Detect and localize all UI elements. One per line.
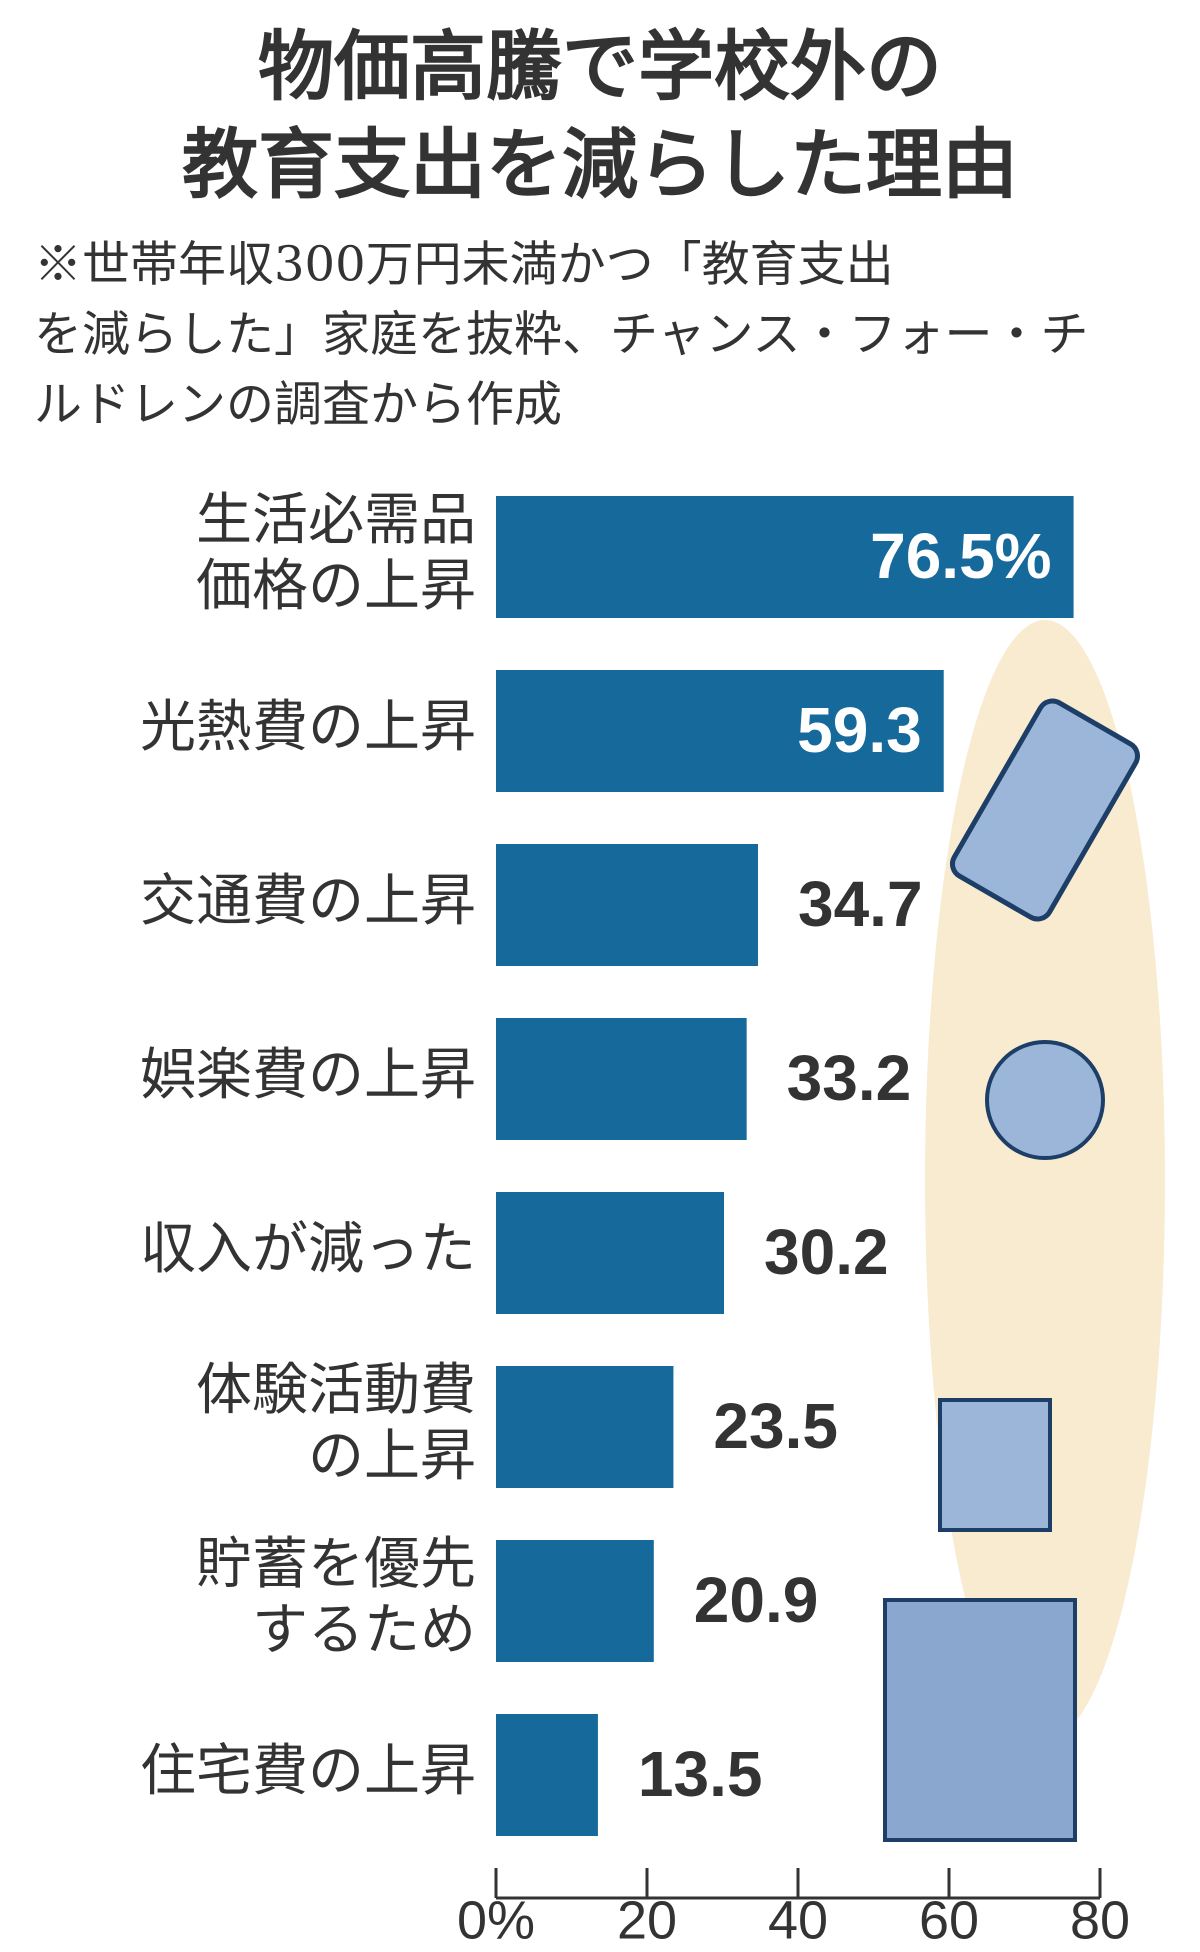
bar xyxy=(496,1714,598,1836)
x-tick-label: 60 xyxy=(919,1890,979,1950)
x-tick-label: 40 xyxy=(768,1890,828,1950)
x-tick-label: 0% xyxy=(457,1890,535,1950)
x-tick-label: 20 xyxy=(617,1890,677,1950)
bar xyxy=(496,1192,725,1314)
phone-icon xyxy=(949,698,1141,922)
category-label: 貯蓄を優先 xyxy=(196,1532,476,1597)
bar xyxy=(496,496,1074,618)
category-label: 収入が減った xyxy=(140,1217,476,1282)
bar xyxy=(496,1540,654,1662)
value-label: 30.2 xyxy=(764,1216,889,1288)
chart-title: 物価高騰で学校外の xyxy=(258,22,942,111)
subtitle: ルドレンの調査から作成 xyxy=(34,377,562,433)
money-icon xyxy=(938,1398,1052,1532)
value-label: 33.2 xyxy=(787,1042,912,1114)
bar xyxy=(496,670,944,792)
x-tick-label: 80 xyxy=(1070,1890,1130,1950)
category-label: 娯楽費の上昇 xyxy=(140,1043,476,1108)
value-label: 34.7 xyxy=(798,868,923,940)
bulb-icon xyxy=(985,1040,1105,1160)
category-label: 生活必需品 xyxy=(196,488,476,553)
category-label: 交通費の上昇 xyxy=(140,869,476,934)
value-label: 59.3 xyxy=(797,694,922,766)
bar xyxy=(496,1366,674,1488)
value-label: 76.5% xyxy=(870,520,1051,592)
bar xyxy=(496,1018,747,1140)
bar xyxy=(496,844,758,966)
value-label: 23.5 xyxy=(713,1390,838,1462)
building-icon xyxy=(883,1598,1077,1842)
category-label: 光熱費の上昇 xyxy=(140,695,476,760)
category-label: 住宅費の上昇 xyxy=(140,1739,476,1804)
decoration xyxy=(883,620,1165,1842)
subtitle: ※世帯年収300万円未満かつ「教育支出 xyxy=(34,237,894,293)
category-label: 価格の上昇 xyxy=(196,554,476,619)
category-label: 体験活動費 xyxy=(196,1358,476,1423)
category-label: するため xyxy=(252,1598,476,1663)
value-label: 13.5 xyxy=(638,1738,763,1810)
chart-title: 教育支出を減らした理由 xyxy=(182,120,1018,209)
subtitle: を減らした」家庭を抜粋、チャンス・フォー・チ xyxy=(34,307,1089,363)
value-label: 20.9 xyxy=(694,1564,819,1636)
category-label: の上昇 xyxy=(308,1424,476,1489)
